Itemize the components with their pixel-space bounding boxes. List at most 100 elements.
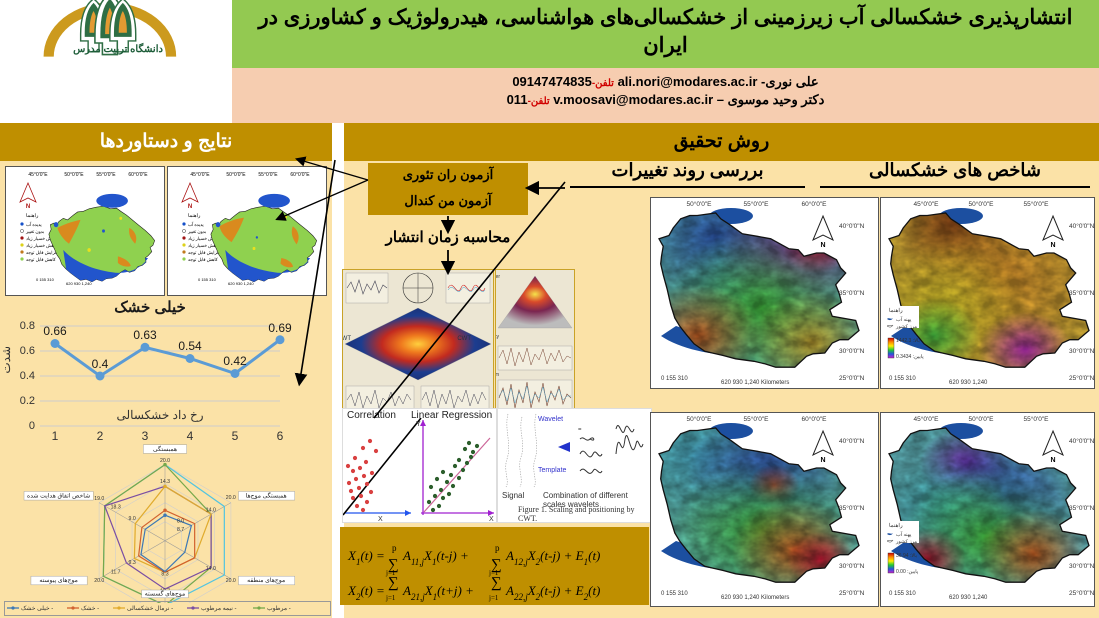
svg-text:موج‌های منطقه: موج‌های منطقه <box>247 577 285 584</box>
svg-text:بالا: 1442.3: بالا: 1442.3 <box>896 338 920 344</box>
svg-text:مرز کشور: مرز کشور <box>895 324 917 330</box>
svg-text:25°0'0"N: 25°0'0"N <box>839 374 865 382</box>
svg-text:1: 1 <box>52 429 59 443</box>
svg-text:40°0'0"N: 40°0'0"N <box>839 222 865 230</box>
svg-text:9.0: 9.0 <box>129 516 136 522</box>
svg-text:30°0'0"N: 30°0'0"N <box>1069 347 1094 355</box>
svg-text:8.3: 8.3 <box>161 571 168 577</box>
svg-text:Power: Power <box>496 274 500 280</box>
svg-text:40°0'0"N: 40°0'0"N <box>839 437 865 445</box>
svg-text:∑: ∑ <box>388 575 399 591</box>
svg-text:0.63: 0.63 <box>133 328 157 342</box>
svg-text:راهنما: راهنما <box>188 213 201 219</box>
svg-text:N: N <box>1050 457 1055 464</box>
svg-text:X: X <box>489 516 494 522</box>
svg-text:N: N <box>820 242 825 249</box>
svg-text:همبستگی: همبستگی <box>153 445 177 453</box>
svg-text:18.3: 18.3 <box>111 505 121 511</box>
svg-text:55°0'0"E: 55°0'0"E <box>1024 415 1050 423</box>
svg-text:620 930 1,240 Kilometers: 620 930 1,240 Kilometers <box>721 380 789 386</box>
svg-text:شاخص اتفاق هدایت شده: شاخص اتفاق هدایت شده <box>27 492 90 499</box>
svg-text:55°0'0"E: 55°0'0"E <box>744 200 770 208</box>
svg-text:55°0'0"E: 55°0'0"E <box>1024 200 1050 208</box>
svg-text:0.8: 0.8 <box>20 320 35 332</box>
svg-text:8.0: 8.0 <box>177 519 184 525</box>
svg-text:25°0'0"N: 25°0'0"N <box>1069 589 1094 597</box>
svg-text:50°0'0"E: 50°0'0"E <box>687 200 713 208</box>
svg-text:Bispectrum: Bispectrum <box>496 372 499 378</box>
svg-text:2: 2 <box>97 429 104 443</box>
svg-text:j=1: j=1 <box>488 594 499 602</box>
svg-text:=: = <box>578 427 582 433</box>
svg-text:55°0'0"E: 55°0'0"E <box>744 415 770 423</box>
svg-text:X: X <box>378 516 383 522</box>
svg-text:N: N <box>26 204 30 210</box>
svg-text:بدون تغییر: بدون تغییر <box>25 229 44 234</box>
svg-text:X2(t) =: X2(t) = <box>347 583 385 602</box>
svg-text:5: 5 <box>232 429 239 443</box>
svg-text:14.0: 14.0 <box>206 507 216 513</box>
svg-text:پدیده آب: پدیده آب <box>188 222 204 227</box>
svg-text:4: 4 <box>187 429 194 443</box>
svg-text:پهنه آب: پهنه آب <box>896 531 912 538</box>
svg-text:0 155 310: 0 155 310 <box>661 376 688 382</box>
svg-text:راهنما: راهنما <box>889 522 903 529</box>
svg-text:∑: ∑ <box>491 575 502 591</box>
svg-text:35°0'0"N: 35°0'0"N <box>1069 289 1094 297</box>
svg-text:A12,jX2(t-j) + E1(t): A12,jX2(t-j) + E1(t) <box>505 548 600 567</box>
svg-text:0 155 310: 0 155 310 <box>661 591 688 597</box>
svg-text:پدیده آب: پدیده آب <box>26 222 42 227</box>
svg-text:X1(t) =: X1(t) = <box>347 548 385 567</box>
svg-text:خشک -: خشک - <box>81 605 99 612</box>
svg-text:20.0: 20.0 <box>94 578 104 584</box>
svg-text:0: 0 <box>29 420 35 432</box>
svg-text:620 930 1,240: 620 930 1,240 <box>949 380 988 386</box>
svg-text:پهنه آب: پهنه آب <box>896 316 912 323</box>
svg-text:A22,jX2(t-j) + E2(t): A22,jX2(t-j) + E2(t) <box>505 583 600 602</box>
svg-text:50°0'0"E: 50°0'0"E <box>687 415 713 423</box>
svg-text:0.6: 0.6 <box>20 345 35 357</box>
svg-text:35°0'0"N: 35°0'0"N <box>839 289 865 297</box>
svg-text:20.0: 20.0 <box>226 495 236 501</box>
svg-text:Time-Frequency: Time-Frequency <box>496 334 499 340</box>
svg-text:9.3: 9.3 <box>129 560 136 566</box>
svg-text:30°0'0"N: 30°0'0"N <box>1069 562 1094 570</box>
svg-text:50°0'0"E: 50°0'0"E <box>969 200 995 208</box>
svg-text:0.66: 0.66 <box>43 324 67 338</box>
svg-text:30°0'0"N: 30°0'0"N <box>839 347 865 355</box>
svg-text:موج‌های پیوسته: موج‌های پیوسته <box>39 577 77 584</box>
svg-text:0.69: 0.69 <box>268 321 292 335</box>
svg-text:6: 6 <box>277 429 284 443</box>
svg-text:Y: Y <box>416 421 421 428</box>
svg-text:راهنما: راهنما <box>889 307 903 314</box>
svg-text:40°0'0"N: 40°0'0"N <box>1069 222 1094 230</box>
svg-text:A21,jX1(t+j) +: A21,jX1(t+j) + <box>402 583 474 602</box>
svg-text:0 155 310: 0 155 310 <box>889 376 916 382</box>
svg-text:مرطوب -: مرطوب - <box>267 605 291 612</box>
svg-text:11.7: 11.7 <box>111 570 121 576</box>
svg-text:N: N <box>1050 242 1055 249</box>
svg-text:موج‌های گسسته: موج‌های گسسته <box>145 590 185 598</box>
svg-text:25°0'0"N: 25°0'0"N <box>1069 374 1094 382</box>
svg-text:20.0: 20.0 <box>226 578 236 584</box>
svg-text:45°0'0"E: 45°0'0"E <box>914 200 940 208</box>
svg-text:0.42: 0.42 <box>223 354 247 368</box>
svg-text:N: N <box>820 457 825 464</box>
svg-text:19.0: 19.0 <box>94 496 104 502</box>
svg-text:3: 3 <box>142 429 149 443</box>
svg-text:همبستگی موج‌ها: همبستگی موج‌ها <box>246 491 287 499</box>
svg-text:راهنما: راهنما <box>26 213 39 219</box>
svg-text:0.54: 0.54 <box>178 339 202 353</box>
svg-text:Template: Template <box>538 467 567 474</box>
svg-text:CWT: CWT <box>457 336 471 342</box>
svg-text:30°0'0"N: 30°0'0"N <box>839 562 865 570</box>
svg-text:بدون تغییر: بدون تغییر <box>187 229 206 234</box>
svg-text:8.7: 8.7 <box>177 527 184 533</box>
svg-text:620 930 1,240 Kilometers: 620 930 1,240 Kilometers <box>721 595 789 601</box>
svg-text:N: N <box>188 204 192 210</box>
svg-text:14.0: 14.0 <box>206 566 216 572</box>
svg-text:پایین: 0.00: پایین: 0.00 <box>896 569 919 575</box>
svg-text:p: p <box>495 543 500 553</box>
svg-text:35°0'0"N: 35°0'0"N <box>1069 504 1094 512</box>
svg-text:j=1: j=1 <box>385 594 396 602</box>
